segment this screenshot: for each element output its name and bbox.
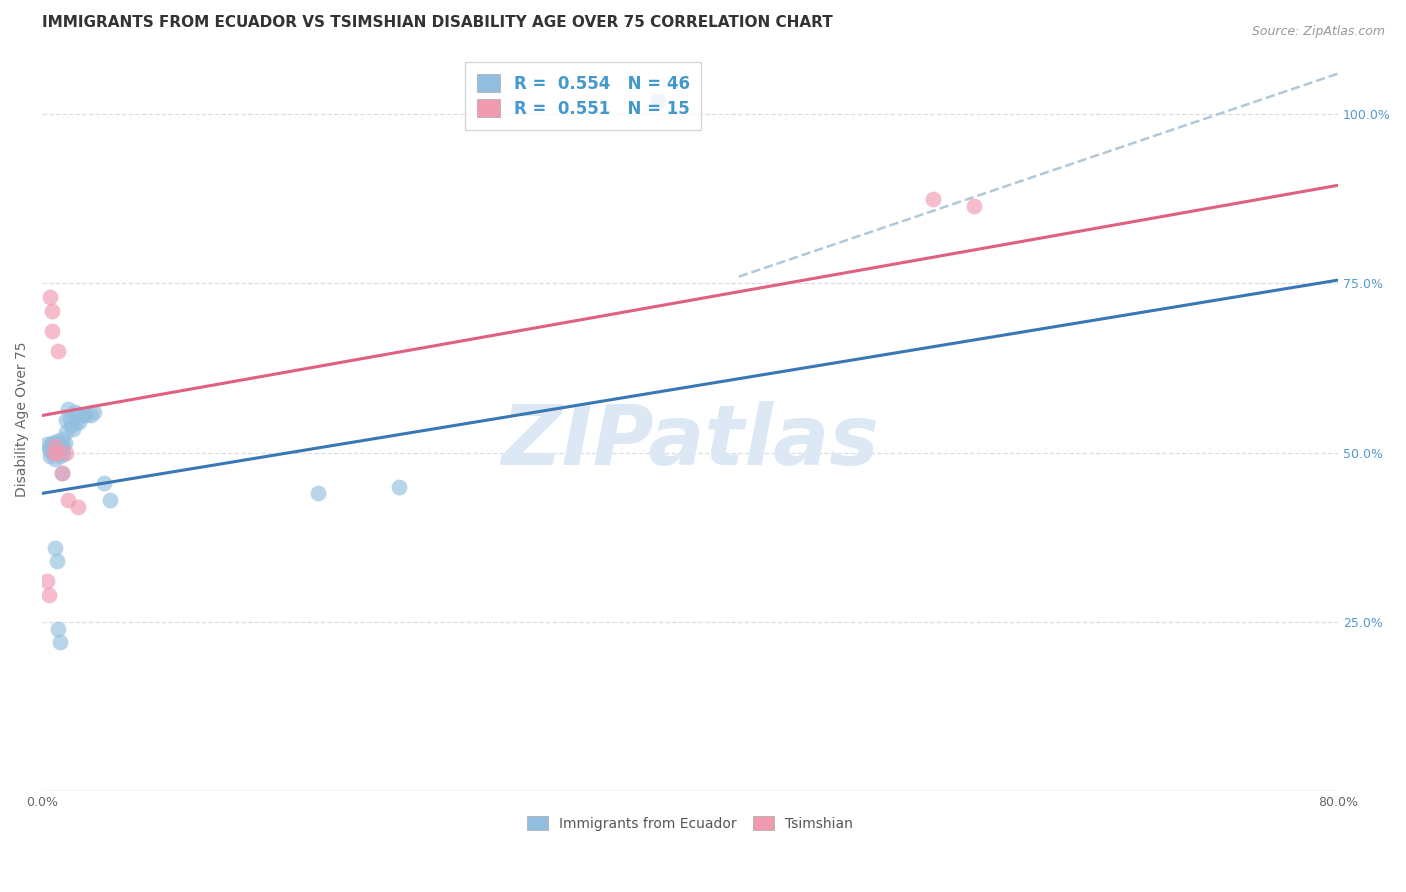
Point — [388, 479, 411, 493]
Point — [53, 435, 76, 450]
Point — [49, 449, 72, 463]
Point — [35, 437, 58, 451]
Point — [72, 409, 94, 423]
Point — [45, 442, 67, 457]
Point — [83, 405, 105, 419]
Text: Source: ZipAtlas.com: Source: ZipAtlas.com — [1251, 25, 1385, 38]
Point — [307, 486, 329, 500]
Point — [66, 409, 89, 423]
Point — [963, 198, 986, 212]
Point — [48, 344, 70, 359]
Point — [42, 446, 65, 460]
Point — [56, 401, 79, 416]
Point — [51, 442, 73, 457]
Point — [62, 422, 84, 436]
Point — [45, 434, 67, 448]
Point — [75, 409, 97, 423]
Point — [56, 493, 79, 508]
Point — [65, 415, 87, 429]
Point — [55, 446, 77, 460]
Point — [45, 446, 67, 460]
Point — [41, 303, 63, 318]
Point — [41, 446, 63, 460]
Point — [51, 466, 73, 480]
Point — [48, 446, 70, 460]
Point — [41, 440, 63, 454]
Text: ZIPatlas: ZIPatlas — [502, 401, 879, 482]
Point — [39, 290, 62, 304]
Point — [39, 439, 62, 453]
Text: IMMIGRANTS FROM ECUADOR VS TSIMSHIAN DISABILITY AGE OVER 75 CORRELATION CHART: IMMIGRANTS FROM ECUADOR VS TSIMSHIAN DIS… — [42, 15, 832, 30]
Point — [59, 412, 82, 426]
Point — [44, 452, 66, 467]
Point — [93, 476, 115, 491]
Point — [98, 493, 121, 508]
Y-axis label: Disability Age Over 75: Disability Age Over 75 — [15, 341, 30, 497]
Point — [69, 415, 91, 429]
Point — [922, 192, 945, 206]
Point — [60, 418, 83, 433]
Point — [51, 432, 73, 446]
Point — [55, 425, 77, 440]
Point — [42, 439, 65, 453]
Point — [45, 554, 67, 568]
Point — [38, 588, 60, 602]
Point — [35, 574, 58, 589]
Point — [48, 622, 70, 636]
Point — [51, 466, 73, 480]
Point — [42, 444, 65, 458]
Point — [41, 435, 63, 450]
Point — [44, 435, 66, 450]
Legend: Immigrants from Ecuador, Tsimshian: Immigrants from Ecuador, Tsimshian — [522, 811, 859, 837]
Point — [44, 439, 66, 453]
Point — [41, 324, 63, 338]
Point — [38, 442, 60, 457]
Point — [55, 413, 77, 427]
Point — [647, 94, 669, 108]
Point — [52, 447, 75, 461]
Point — [63, 405, 86, 419]
Point — [52, 439, 75, 453]
Point — [80, 409, 103, 423]
Point — [48, 437, 70, 451]
Point — [44, 541, 66, 555]
Point — [49, 635, 72, 649]
Point — [49, 440, 72, 454]
Point — [39, 449, 62, 463]
Point — [66, 500, 89, 514]
